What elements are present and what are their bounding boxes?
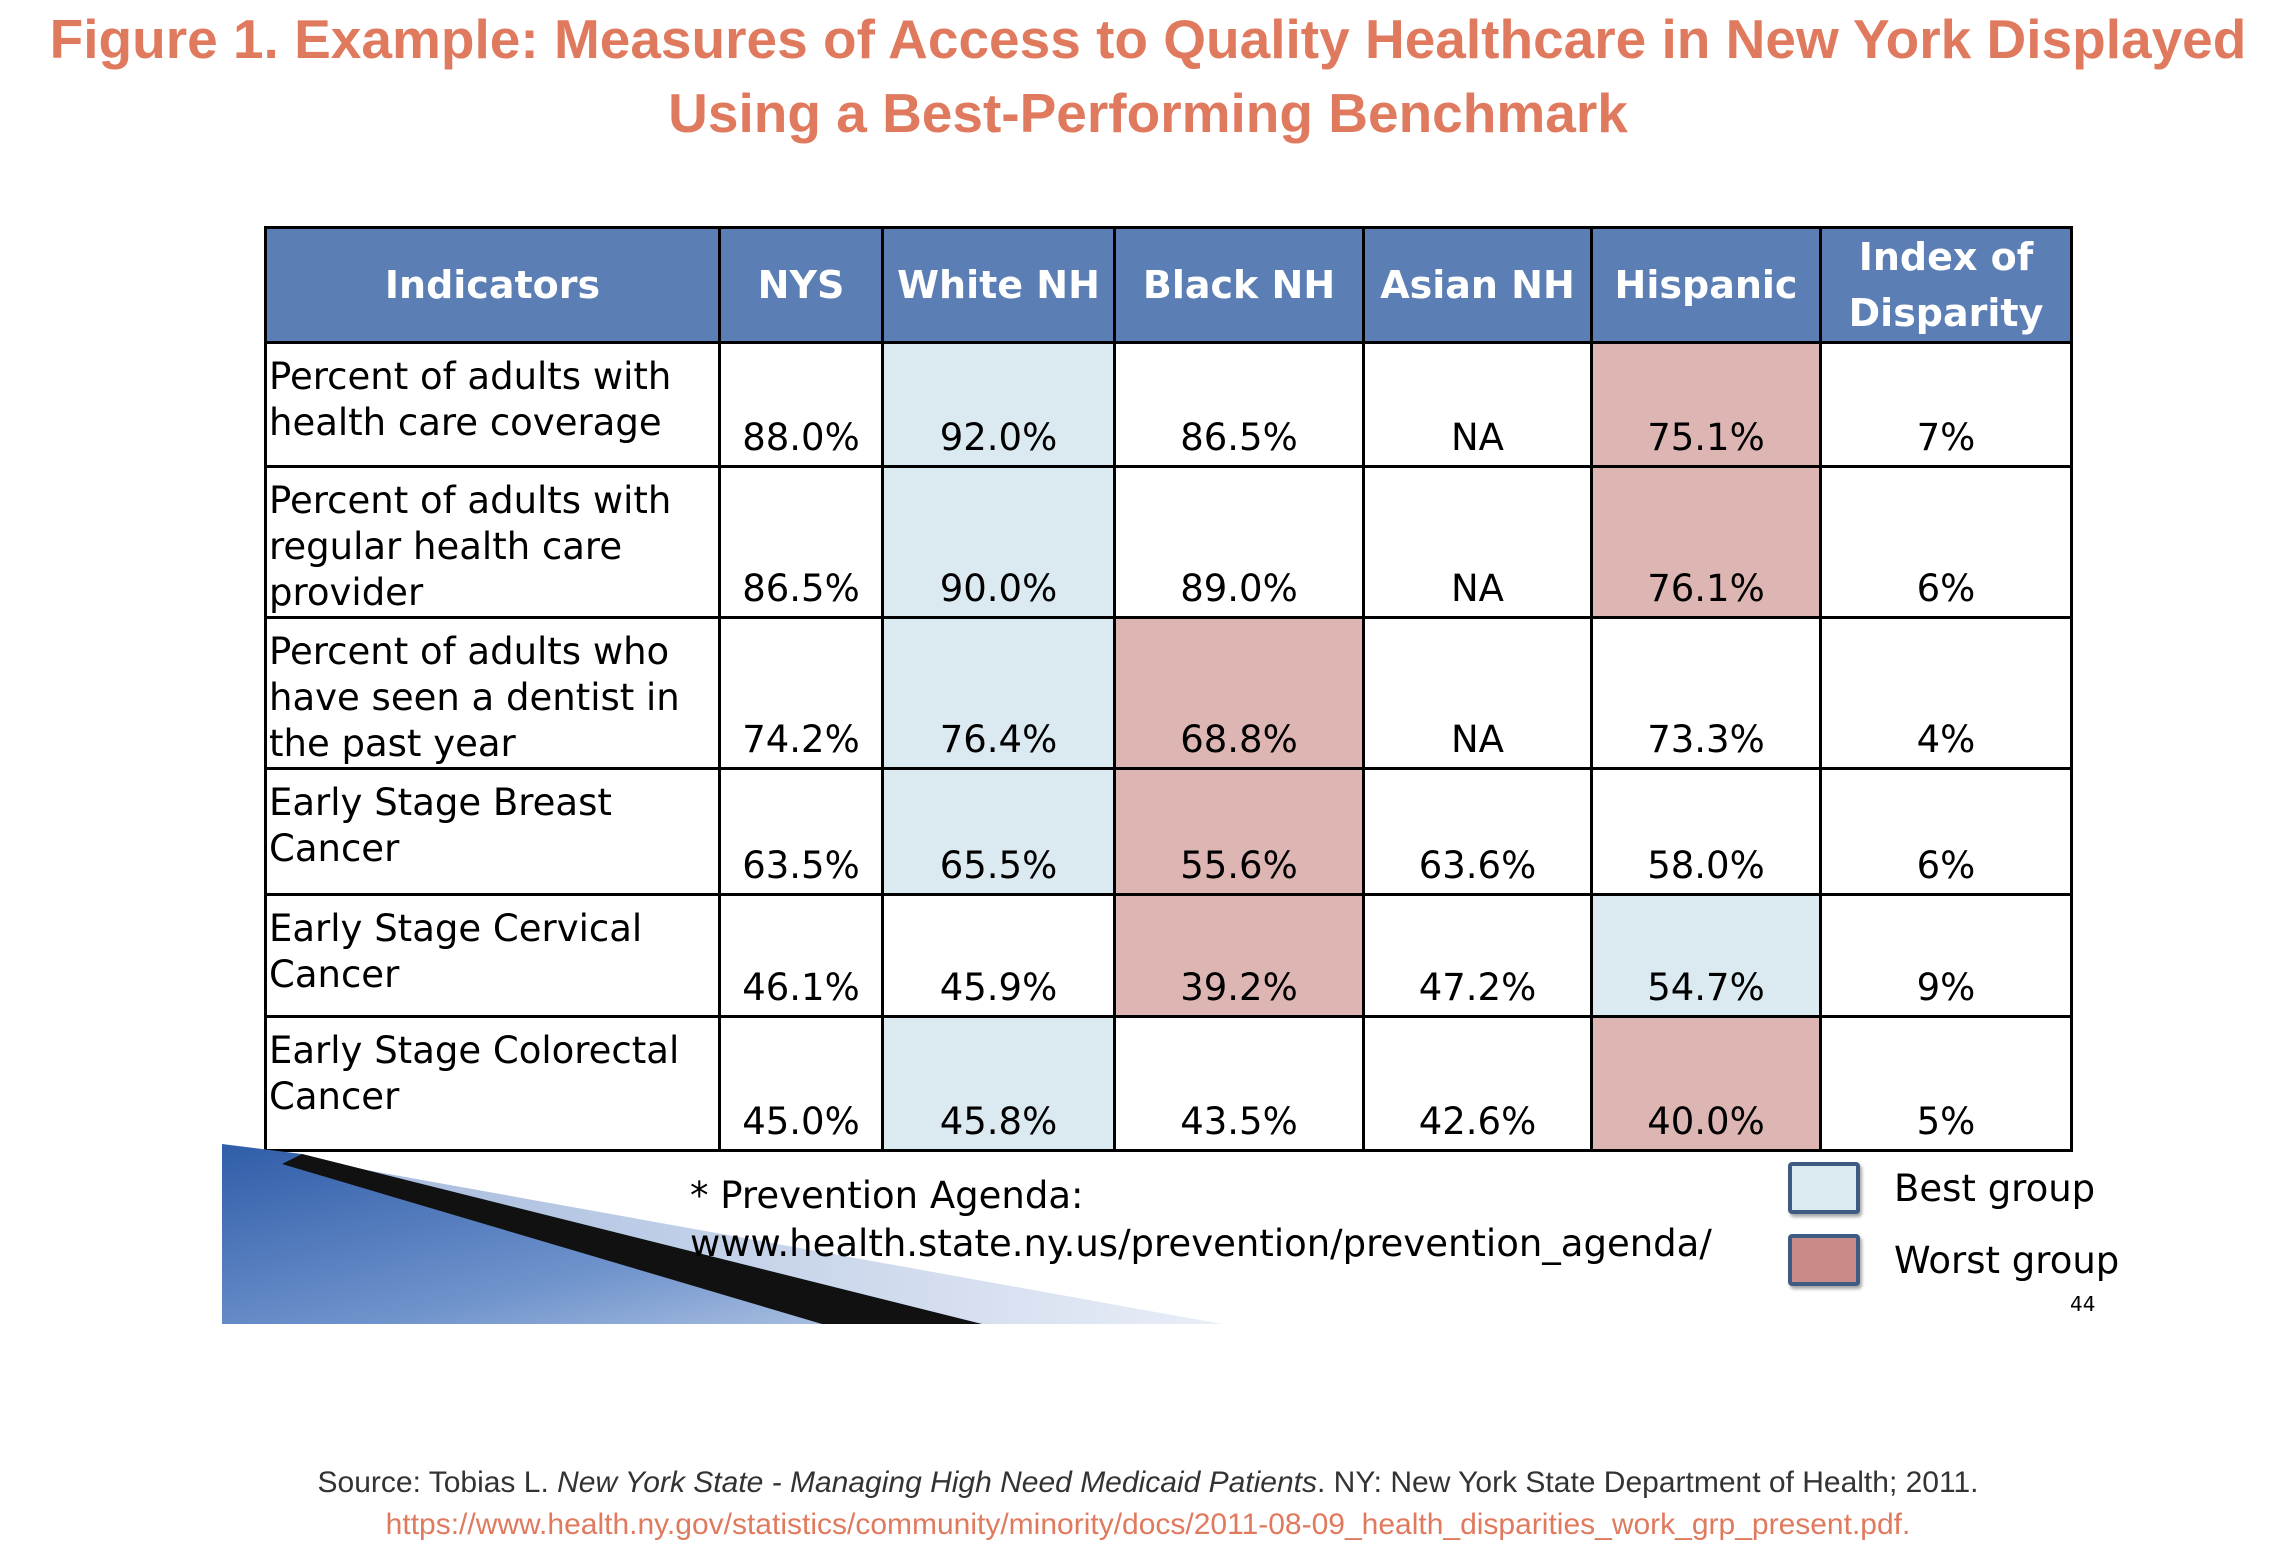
header-black-nh: Black NH: [1113, 226, 1365, 344]
source-citation: Source: Tobias L. New York State - Manag…: [0, 1462, 2296, 1504]
value-cell-hispanic: 73.3%: [1590, 616, 1822, 770]
value-cell-nys: 86.5%: [718, 465, 884, 619]
value-cell-index: 4%: [1819, 616, 2073, 770]
indicator-cell: Early Stage Colorectal Cancer: [264, 1015, 721, 1152]
indicator-cell: Early Stage Cervical Cancer: [264, 893, 721, 1018]
source-title: New York State - Managing High Need Medi…: [557, 1466, 1317, 1499]
worst-group-label: Worst group: [1894, 1238, 2120, 1282]
table-row: Early Stage Breast Cancer 63.5% 65.5% 55.6%…: [264, 767, 2073, 896]
value-cell-black: 43.5%: [1113, 1015, 1365, 1152]
value-cell-black: 39.2%: [1113, 893, 1365, 1018]
header-indicators: Indicators: [264, 226, 721, 344]
value-cell-white: 45.9%: [881, 893, 1116, 1018]
table-row: Percent of adults who have seen a dentis…: [264, 616, 2073, 770]
value-cell-nys: 46.1%: [718, 893, 884, 1018]
header-white-nh: White NH: [881, 226, 1116, 344]
table-row: Percent of adults with health care cover…: [264, 341, 2073, 468]
best-group-swatch: [1788, 1162, 1860, 1214]
value-cell-asian: 42.6%: [1362, 1015, 1593, 1152]
value-cell-white: 65.5%: [881, 767, 1116, 896]
indicator-cell: Percent of adults with health care cover…: [264, 341, 721, 468]
indicator-cell: Early Stage Breast Cancer: [264, 767, 721, 896]
value-cell-asian: NA: [1362, 616, 1593, 770]
page-number: 44: [2070, 1292, 2096, 1316]
value-cell-black: 86.5%: [1113, 341, 1365, 468]
value-cell-hispanic: 75.1%: [1590, 341, 1822, 468]
value-cell-index: 7%: [1819, 341, 2073, 468]
value-cell-index: 5%: [1819, 1015, 2073, 1152]
value-cell-asian: 47.2%: [1362, 893, 1593, 1018]
value-cell-white: 76.4%: [881, 616, 1116, 770]
value-cell-black: 55.6%: [1113, 767, 1365, 896]
indicator-cell: Percent of adults who have seen a dentis…: [264, 616, 721, 770]
decorative-wedge: [222, 1144, 1222, 1324]
best-group-label: Best group: [1894, 1166, 2096, 1210]
value-cell-index: 9%: [1819, 893, 2073, 1018]
table-header-row: Indicators NYS White NH Black NH Asian N…: [264, 226, 2073, 344]
figure-title: Figure 1. Example: Measures of Access to…: [0, 2, 2296, 150]
value-cell-hispanic: 76.1%: [1590, 465, 1822, 619]
figure-title-line-1: Figure 1. Example: Measures of Access to…: [49, 8, 2247, 70]
prevention-agenda-note: * Prevention Agenda: www.health.state.ny…: [690, 1172, 1712, 1268]
value-cell-hispanic: 58.0%: [1590, 767, 1822, 896]
worst-group-swatch: [1788, 1234, 1860, 1286]
legend-best: Best group: [1788, 1162, 2095, 1214]
header-hispanic: Hispanic: [1590, 226, 1822, 344]
value-cell-asian: 63.6%: [1362, 767, 1593, 896]
value-cell-white: 90.0%: [881, 465, 1116, 619]
legend-worst: Worst group: [1788, 1234, 2119, 1286]
header-asian-nh: Asian NH: [1362, 226, 1593, 344]
value-cell-hispanic: 40.0%: [1590, 1015, 1822, 1152]
source-suffix: . NY: New York State Department of Healt…: [1316, 1466, 1979, 1499]
source-prefix: Source: Tobias L.: [317, 1466, 558, 1499]
value-cell-nys: 88.0%: [718, 341, 884, 468]
source-url[interactable]: https://www.health.ny.gov/statistics/com…: [385, 1508, 1911, 1541]
header-index-of-disparity: Index of Disparity: [1819, 226, 2073, 344]
value-cell-nys: 45.0%: [718, 1015, 884, 1152]
header-nys: NYS: [718, 226, 884, 344]
value-cell-index: 6%: [1819, 767, 2073, 896]
prevention-agenda-label: * Prevention Agenda:: [690, 1174, 1084, 1217]
value-cell-asian: NA: [1362, 465, 1593, 619]
value-cell-nys: 63.5%: [718, 767, 884, 896]
value-cell-black: 68.8%: [1113, 616, 1365, 770]
figure-title-line-2: Using a Best-Performing Benchmark: [668, 82, 1628, 144]
value-cell-nys: 74.2%: [718, 616, 884, 770]
value-cell-hispanic: 54.7%: [1590, 893, 1822, 1018]
value-cell-white: 45.8%: [881, 1015, 1116, 1152]
table-row: Early Stage Colorectal Cancer 45.0% 45.8% 4…: [264, 1015, 2073, 1152]
prevention-agenda-url[interactable]: www.health.state.ny.us/prevention/preven…: [690, 1222, 1712, 1265]
table-row: Percent of adults with regular health ca…: [264, 465, 2073, 619]
value-cell-asian: NA: [1362, 341, 1593, 468]
value-cell-white: 92.0%: [881, 341, 1116, 468]
indicator-cell: Percent of adults with regular health ca…: [264, 465, 721, 619]
value-cell-black: 89.0%: [1113, 465, 1365, 619]
indicators-table: Indicators NYS White NH Black NH Asian N…: [264, 226, 2073, 1152]
table-row: Early Stage Cervical Cancer 46.1% 45.9% 39.…: [264, 893, 2073, 1018]
value-cell-index: 6%: [1819, 465, 2073, 619]
